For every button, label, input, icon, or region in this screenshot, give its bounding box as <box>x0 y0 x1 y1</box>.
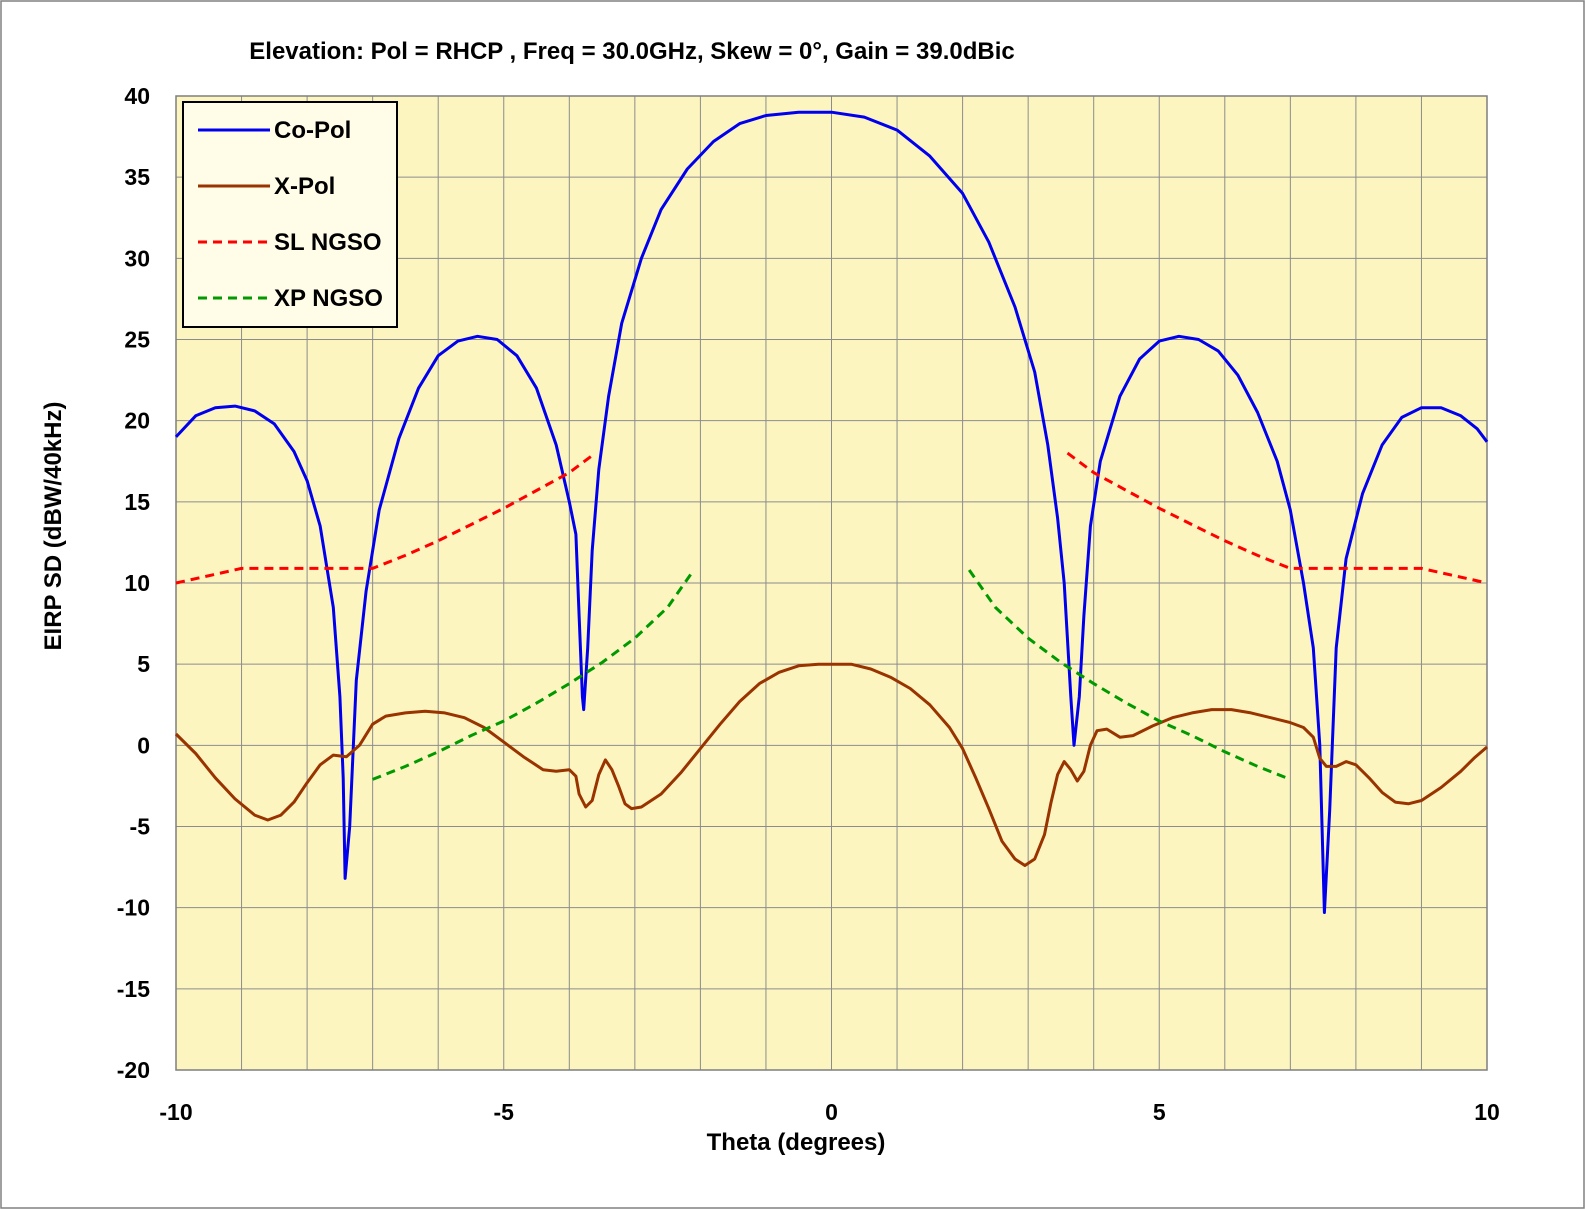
y-tick-label: 10 <box>124 570 150 596</box>
y-tick-label: 30 <box>124 245 150 271</box>
y-tick-label: 20 <box>124 408 150 434</box>
series-line-sl-ngso <box>175 451 597 585</box>
series-line-xp-ngso <box>967 569 1291 781</box>
series-line-co-pol <box>174 110 1489 914</box>
y-tick-label: 35 <box>124 164 150 190</box>
x-tick-label: -5 <box>494 1099 515 1125</box>
legend-box <box>182 101 398 328</box>
y-tick-label: 0 <box>137 732 150 758</box>
chart-title: Elevation: Pol = RHCP , Freq = 30.0GHz, … <box>249 38 1014 65</box>
series-lines <box>174 110 1489 914</box>
x-axis-title: Theta (degrees) <box>707 1129 886 1156</box>
y-tick-label: 40 <box>124 83 150 109</box>
legend-label-xp-ngso: XP NGSO <box>274 285 383 312</box>
x-tick-label: 10 <box>1474 1099 1500 1125</box>
tick-labels: 40 35 30 25 20 15 10 5 0 -5 -10 -15 -20 -10 -5 0 5 10 <box>117 83 1500 1125</box>
y-tick-label: 15 <box>124 489 150 515</box>
y-tick-label: -5 <box>130 814 151 840</box>
y-tick-label: 5 <box>137 651 150 677</box>
series-line-sl-ngso <box>1066 451 1488 585</box>
y-tick-label: -15 <box>117 976 150 1002</box>
series-line-x-pol <box>174 662 1488 867</box>
x-tick-label: -10 <box>159 1099 192 1125</box>
x-tick-label: 5 <box>1153 1099 1166 1125</box>
series-line-xp-ngso <box>372 569 696 781</box>
legend: Co-Pol X-Pol SL NGSO XP NGSO <box>182 101 398 328</box>
legend-label-x-pol: X-Pol <box>274 173 335 200</box>
grid <box>176 96 1487 1070</box>
y-tick-label: -10 <box>117 895 150 921</box>
legend-label-sl-ngso: SL NGSO <box>274 229 382 256</box>
x-tick-label: 0 <box>825 1099 838 1125</box>
y-tick-label: -20 <box>117 1057 150 1083</box>
legend-label-co-pol: Co-Pol <box>274 117 351 144</box>
y-tick-label: 25 <box>124 327 150 353</box>
y-axis-title: EIRP SD (dBW/40kHz) <box>40 402 67 651</box>
